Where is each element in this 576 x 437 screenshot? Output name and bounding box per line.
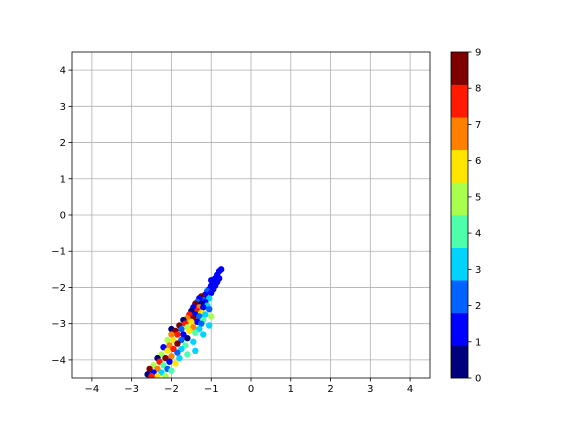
y-tick-label: 3 [60, 102, 66, 113]
y-tick-label: −4 [51, 355, 66, 366]
colorbar-tick-label: 7 [475, 120, 481, 131]
x-tick-label: −1 [204, 384, 219, 395]
scatter-point [148, 372, 155, 378]
colorbar-segment [451, 280, 468, 314]
scatter-point [206, 322, 213, 329]
colorbar-segment [451, 215, 468, 248]
scatter-point [198, 320, 205, 327]
colorbar-tick-label: 2 [475, 301, 481, 312]
y-tick-label: 2 [60, 138, 66, 149]
scatter-point [168, 331, 175, 338]
colorbar-tick-label: 5 [475, 192, 481, 203]
y-tick-label: 4 [60, 66, 66, 77]
colorbar-tick-label: 1 [475, 337, 481, 348]
colorbar-tick-label: 3 [475, 265, 481, 276]
scatter-point [192, 347, 199, 355]
scatter-point [174, 340, 181, 347]
scatter-point [190, 338, 197, 345]
scatter-point [178, 325, 185, 333]
scatter-point [184, 351, 191, 358]
scatter-point [200, 304, 207, 311]
colorbar-segment [451, 117, 468, 151]
colorbar-tick-label: 6 [475, 156, 481, 167]
colorbar-tick-label: 4 [475, 229, 481, 240]
x-tick-label: 4 [407, 384, 413, 395]
colorbar-segment [451, 84, 468, 118]
scatter-point [176, 354, 183, 362]
scatter-point [184, 334, 191, 342]
x-tick-label: −2 [164, 384, 179, 395]
scatter-point [154, 372, 161, 378]
scatter-point [174, 331, 181, 338]
scatter-point [174, 349, 181, 356]
colorbar-tick-label: 0 [475, 374, 481, 385]
scatter-point [164, 336, 171, 344]
colorbar-segment [451, 52, 468, 85]
scatter-point [166, 358, 173, 365]
y-tick-label: 0 [60, 211, 66, 222]
scatter-point [206, 305, 213, 313]
scatter-point [202, 311, 209, 318]
colorbar-tick-label: 9 [475, 48, 481, 59]
axes-layer: −4 −3 −2 −1 0 1 2 3 4 −4 −3 −2 −1 0 1 2 3 4 [51, 51, 431, 395]
x-tick-label: 3 [367, 384, 373, 395]
colorbar: 0 1 2 3 4 5 6 7 8 9 [450, 48, 481, 385]
colorbar-segment [451, 149, 468, 183]
scatter-point [162, 372, 169, 378]
scatter-point [172, 360, 179, 367]
x-tick-label: −3 [124, 384, 139, 395]
scatter-point [192, 329, 199, 336]
y-tick-label: 1 [60, 174, 66, 185]
colorbar-frame [450, 51, 469, 379]
grid-layer [72, 52, 430, 378]
scatter-point [164, 347, 171, 355]
colorbar-tick-label: 8 [475, 84, 481, 95]
scatter-point [186, 327, 193, 335]
scatter-point [208, 277, 215, 284]
y-tick-label: −1 [51, 247, 66, 258]
scatter-point [200, 331, 207, 338]
colorbar-segment [451, 345, 468, 379]
scatter-point [168, 353, 175, 360]
points-layer [144, 266, 225, 378]
colorbar-segment [451, 182, 468, 216]
x-tick-label: −4 [85, 384, 100, 395]
x-tick-label: 2 [327, 384, 333, 395]
colorbar-segment [451, 312, 468, 346]
scatter-point [208, 289, 215, 297]
colorbar-segment [451, 247, 468, 281]
x-tick-label: 1 [288, 384, 294, 395]
x-tick-label: 0 [248, 384, 254, 395]
y-tick-label: −2 [51, 283, 66, 294]
scatter-point [208, 313, 215, 320]
y-tick-label: −3 [51, 319, 66, 330]
scatter-point [168, 367, 175, 374]
scatter-point [188, 318, 195, 326]
